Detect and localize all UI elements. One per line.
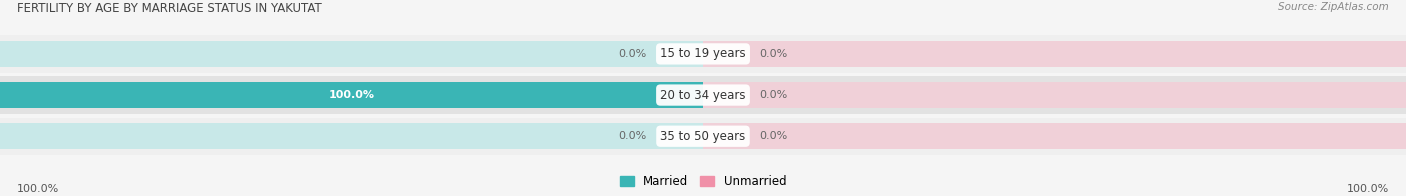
- Text: Source: ZipAtlas.com: Source: ZipAtlas.com: [1278, 2, 1389, 12]
- Text: 100.0%: 100.0%: [1347, 184, 1389, 194]
- Text: 0.0%: 0.0%: [759, 131, 787, 141]
- Bar: [703, 41, 1406, 67]
- Text: FERTILITY BY AGE BY MARRIAGE STATUS IN YAKUTAT: FERTILITY BY AGE BY MARRIAGE STATUS IN Y…: [17, 2, 322, 15]
- Text: 0.0%: 0.0%: [619, 49, 647, 59]
- Bar: [703, 123, 1406, 149]
- Text: 100.0%: 100.0%: [17, 184, 59, 194]
- Text: 35 to 50 years: 35 to 50 years: [661, 130, 745, 143]
- Text: 15 to 19 years: 15 to 19 years: [661, 47, 745, 60]
- Text: 0.0%: 0.0%: [619, 131, 647, 141]
- Bar: [0, 82, 703, 108]
- Bar: [0, 123, 703, 149]
- Text: 0.0%: 0.0%: [759, 90, 787, 100]
- Legend: Married, Unmarried: Married, Unmarried: [620, 175, 786, 188]
- Bar: [0, 82, 703, 108]
- Bar: [0, 41, 703, 67]
- Text: 100.0%: 100.0%: [329, 90, 374, 100]
- Text: 20 to 34 years: 20 to 34 years: [661, 89, 745, 102]
- Text: 0.0%: 0.0%: [759, 49, 787, 59]
- Bar: [703, 82, 1406, 108]
